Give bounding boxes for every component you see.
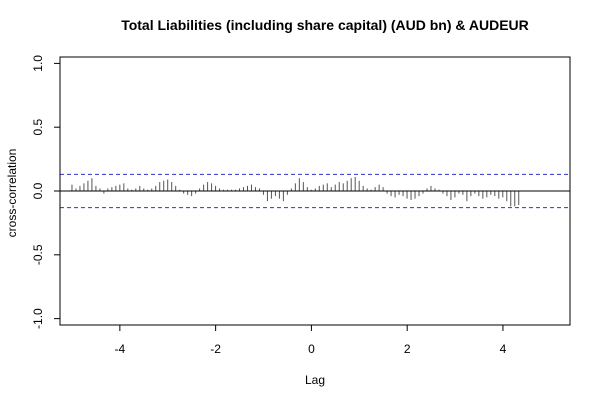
- bars-group: [71, 176, 520, 207]
- y-tick-label: 0.0: [31, 182, 45, 199]
- y-axis: -1.0 -0.5 0.0 0.5 1.0: [31, 55, 61, 329]
- x-tick-label: -2: [210, 342, 221, 356]
- y-tick-label: 1.0: [31, 55, 45, 72]
- x-tick-label: -4: [115, 342, 126, 356]
- x-tick-label: 2: [404, 342, 411, 356]
- y-tick-label: -1.0: [31, 308, 45, 329]
- y-tick-label: 0.5: [31, 119, 45, 136]
- chart-title: Total Liabilities (including share capit…: [121, 17, 529, 33]
- x-axis-label: Lag: [305, 373, 325, 387]
- x-axis: -4 -2 0 2 4: [115, 324, 507, 356]
- y-tick-label: -0.5: [31, 244, 45, 265]
- x-tick-label: 4: [500, 342, 507, 356]
- y-axis-label: cross-correlation: [5, 149, 19, 238]
- x-tick-label: 0: [308, 342, 315, 356]
